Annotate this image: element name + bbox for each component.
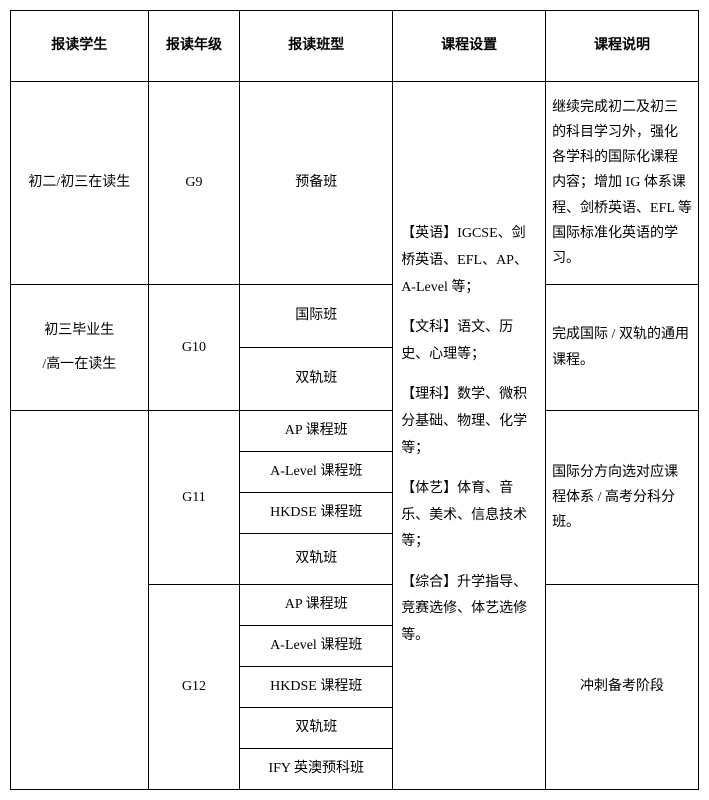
class-cell: A-Level 课程班 — [240, 626, 393, 667]
curriculum-liberal: 【文科】语文、历史、心理等； — [401, 315, 537, 368]
grade-cell: G10 — [148, 285, 240, 411]
class-cell: AP 课程班 — [240, 585, 393, 626]
description-cell: 完成国际 / 双轨的通用课程。 — [546, 285, 699, 411]
description-cell: 继续完成初二及初三的科目学习外，强化各学科的国际化课程内容；增加 IG 体系课程… — [546, 82, 699, 285]
curriculum-general: 【综合】升学指导、竞赛选修、体艺选修等。 — [401, 570, 537, 650]
curriculum-english: 【英语】IGCSE、剑桥英语、EFL、AP、A-Level 等； — [401, 221, 537, 301]
class-cell: 预备班 — [240, 82, 393, 285]
student-line1: 初三毕业生 — [15, 314, 144, 348]
class-cell: HKDSE 课程班 — [240, 493, 393, 534]
class-cell: 国际班 — [240, 285, 393, 348]
curriculum-science: 【理科】数学、微积分基础、物理、化学等； — [401, 382, 537, 462]
header-curriculum: 课程设置 — [393, 11, 546, 82]
header-student: 报读学生 — [11, 11, 149, 82]
class-cell: 双轨班 — [240, 348, 393, 411]
header-class: 报读班型 — [240, 11, 393, 82]
class-cell: A-Level 课程班 — [240, 452, 393, 493]
table-row: 初二/初三在读生 G9 预备班 【英语】IGCSE、剑桥英语、EFL、AP、A-… — [11, 82, 699, 285]
header-description: 课程说明 — [546, 11, 699, 82]
description-cell: 冲刺备考阶段 — [546, 585, 699, 790]
class-cell: 双轨班 — [240, 708, 393, 749]
class-cell: 双轨班 — [240, 534, 393, 585]
student-cell — [11, 411, 149, 790]
student-cell: 初三毕业生 /高一在读生 — [11, 285, 149, 411]
class-cell: HKDSE 课程班 — [240, 667, 393, 708]
header-row: 报读学生 报读年级 报读班型 课程设置 课程说明 — [11, 11, 699, 82]
header-grade: 报读年级 — [148, 11, 240, 82]
class-cell: AP 课程班 — [240, 411, 393, 452]
curriculum-arts: 【体艺】体育、音乐、美术、信息技术等； — [401, 476, 537, 556]
grade-cell: G12 — [148, 585, 240, 790]
table-row: G11 AP 课程班 国际分方向选对应课程体系 / 高考分科分班。 — [11, 411, 699, 452]
description-cell: 国际分方向选对应课程体系 / 高考分科分班。 — [546, 411, 699, 585]
table-row: 初三毕业生 /高一在读生 G10 国际班 完成国际 / 双轨的通用课程。 — [11, 285, 699, 348]
grade-cell: G9 — [148, 82, 240, 285]
enrollment-table: 报读学生 报读年级 报读班型 课程设置 课程说明 初二/初三在读生 G9 预备班… — [10, 10, 699, 790]
grade-cell: G11 — [148, 411, 240, 585]
student-cell: 初二/初三在读生 — [11, 82, 149, 285]
curriculum-cell: 【英语】IGCSE、剑桥英语、EFL、AP、A-Level 等； 【文科】语文、… — [393, 82, 546, 790]
student-line2: /高一在读生 — [15, 348, 144, 382]
class-cell: IFY 英澳预科班 — [240, 749, 393, 790]
